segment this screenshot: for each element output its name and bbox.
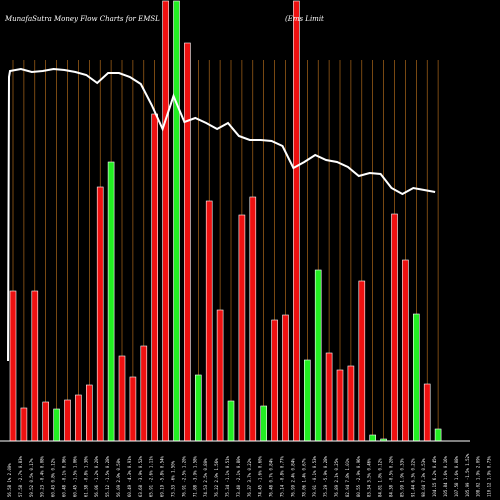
x-tick-label: 98.04 7.3% 0.53%: [421, 458, 426, 497]
x-tick-label: 107.58 1.6% 0.08%: [454, 455, 459, 497]
x-tick-label: 105.99 -1.5% 1.52%: [465, 453, 470, 497]
money-flow-bar: [271, 319, 278, 442]
money-flow-bar: [293, 0, 300, 442]
money-flow-bar: [347, 365, 355, 442]
money-flow-bar: [314, 269, 322, 442]
x-tick-label: 60.49 -4.3% 0.91%: [127, 455, 132, 497]
money-flow-bar: [238, 214, 246, 442]
chart-title-right: (Ems Limit: [285, 15, 324, 23]
x-tick-label: 65.91 -2.6% 1.11%: [149, 455, 154, 497]
x-tick-label: 76.48 0.7% 0.84%: [269, 458, 274, 497]
money-flow-bar: [86, 384, 93, 442]
money-flow-bar: [402, 259, 409, 442]
money-flow-bar: [369, 434, 377, 442]
x-tick-label: 76.91 -2.5% 1.20%: [181, 455, 186, 497]
money-flow-bar: [412, 313, 420, 442]
x-tick-label: 74.53 2.5% 0.80%: [203, 458, 208, 497]
x-tick-label: 60.45 -1.5% 1.06%: [72, 455, 77, 497]
money-flow-bar: [151, 113, 158, 442]
x-tick-label: 60.43 0.8% 0.12%: [51, 458, 56, 497]
money-flow-bar: [173, 0, 180, 442]
money-flow-bar: [42, 401, 50, 442]
money-flow-bar: [216, 309, 224, 442]
money-flow-bar: [75, 394, 82, 442]
x-tick-label: 82.94 7.8% 1.01%: [345, 458, 350, 497]
x-tick-label: 60.48 -0.1% 0.96%: [62, 455, 67, 497]
x-tick-label: 69.19 -5.8% 0.54%: [160, 455, 165, 497]
price-line: [7, 67, 436, 362]
x-tick-label: 76.89 2.1% 0.25%: [334, 458, 339, 497]
x-tick-label: 76.99 2.4% 0.84%: [290, 458, 295, 497]
x-tick-label: 59.23 -0.4% 0.08%: [40, 455, 45, 497]
x-tick-label: 75.29 -5.9% 0.28%: [323, 455, 328, 497]
x-tick-label: 76.22 2.9% 1.56%: [214, 458, 219, 497]
money-flow-bar: [282, 314, 289, 442]
x-tick-label: 84.81 1.8% 0.12%: [378, 458, 383, 497]
x-tick-label: 75.34 -1.1% 0.51%: [225, 455, 230, 497]
money-flow-bar: [20, 407, 28, 442]
money-flow-bar: [195, 374, 202, 442]
money-flow-bar: [9, 290, 17, 442]
x-tick-labels: 56.58 1% 2.00% 57.58 -2.7% 0.83% 59.52 0.5…: [7, 453, 492, 497]
money-flow-bar: [249, 196, 257, 442]
x-tick-label: 56.58 1% 2.00%: [7, 463, 12, 497]
chart-title-left: MunafaSutra Money Flow Charts for EMSL: [4, 15, 160, 23]
money-flow-bar: [162, 0, 169, 442]
money-flow-bar: [205, 200, 213, 442]
money-flow-bar: [107, 161, 115, 442]
x-tick-label: 74.45 -1.6% 0.60%: [258, 455, 263, 497]
money-flow-bar: [260, 405, 268, 442]
x-tick-label: 78.06 1.4% 0.67%: [301, 458, 306, 497]
x-tick-label: 56.06 -1.2% 0.20%: [94, 455, 99, 497]
money-flow-bar: [358, 280, 366, 442]
x-tick-label: 91.44 6.3% 0.22%: [410, 458, 415, 497]
x-tick-label: 83.34 3.5% 0.46%: [367, 458, 372, 497]
money-flow-bar: [118, 355, 126, 442]
money-flow-bar: [227, 400, 235, 442]
money-flow-bar: [140, 345, 148, 442]
money-flow-bar: [336, 369, 344, 442]
money-flow-bar: [184, 42, 191, 442]
money-flow-bar: [64, 399, 71, 442]
x-tick-label: 104.15 6.2% 0.45%: [432, 455, 437, 497]
money-flow-bar: [96, 186, 104, 442]
x-tick-label: 76.37 3.7% 0.22%: [247, 458, 252, 497]
x-tick-label: 56.09 2.9% 0.50%: [116, 458, 121, 497]
money-flow-bar: [53, 408, 60, 442]
money-flow-bar: [303, 359, 311, 442]
x-tick-label: 108.02 1.9% 2.09%: [476, 455, 481, 497]
x-tick-label: 110.12 1.9% 0.73%: [487, 455, 492, 497]
money-flow-bar: [129, 376, 137, 442]
x-tick-label: 75.14 -0.8% 0.77%: [280, 455, 285, 497]
x-tick-label: 59.52 0.5% 0.17%: [29, 458, 34, 497]
x-tick-label: 73.33 -6% 1.50%: [171, 460, 176, 497]
x-tick-label: 85.99 1.9% 0.33%: [399, 458, 404, 497]
x-tick-label: 61.38 -0.8% 1.30%: [83, 455, 88, 497]
x-tick-label: 80.55 -2.9% 0.96%: [356, 455, 361, 497]
x-tick-label: 71.88 -3.9% 1.58%: [192, 455, 197, 497]
x-tick-label: 63.68 -3.9% 0.52%: [138, 455, 143, 497]
x-tick-label: 105.84 1.6% 0.16%: [443, 455, 448, 497]
money-flow-bar: [434, 428, 442, 442]
money-flow-bar: [391, 213, 398, 442]
money-flow-bar: [31, 290, 39, 442]
x-tick-label: 55.12 -1.5% 0.28%: [105, 455, 110, 497]
money-flow-bar: [325, 352, 333, 442]
x-tick-label: 57.58 -2.7% 0.83%: [18, 455, 23, 497]
x-tick-label: 79.91 -0.1% 0.53%: [312, 455, 317, 497]
x-tick-label: 84.38 -0.5% 0.20%: [389, 455, 394, 497]
x-tick-label: 73.40 -2.1% 0.80%: [236, 455, 241, 497]
money-flow-bar: [423, 383, 431, 442]
